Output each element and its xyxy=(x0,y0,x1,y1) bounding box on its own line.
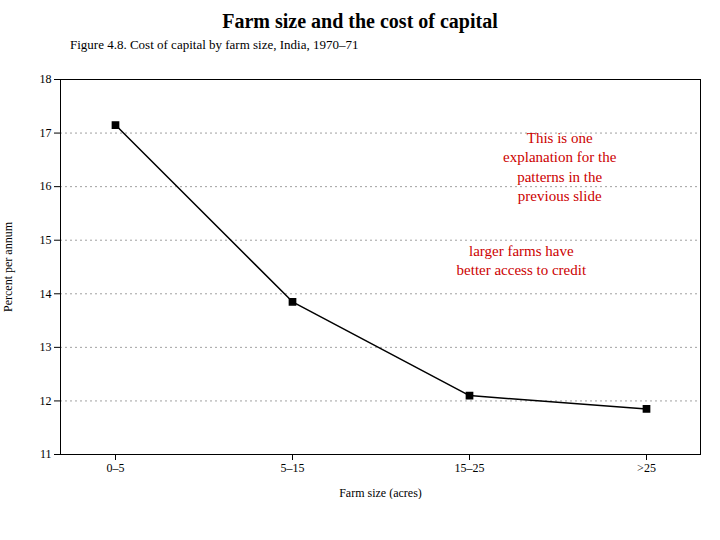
html-text:Farm size and the cost of capi: Farm size and the cost of capital xyxy=(222,10,498,32)
svg-text:13: 13 xyxy=(40,340,52,354)
svg-text:12: 12 xyxy=(40,394,52,408)
svg-text:15: 15 xyxy=(40,233,52,247)
svg-text:0–5: 0–5 xyxy=(107,461,125,475)
svg-text:18: 18 xyxy=(40,72,52,86)
svg-text:17: 17 xyxy=(40,126,52,140)
svg-text:This is oneexplanation for the: This is oneexplanation for thepatterns i… xyxy=(503,130,617,205)
html-text:Figure 4.8. Cost of capital by: Figure 4.8. Cost of capital by farm size… xyxy=(70,37,359,52)
svg-text:16: 16 xyxy=(40,179,52,193)
svg-text:5–15: 5–15 xyxy=(281,461,305,475)
svg-text:>25: >25 xyxy=(637,461,656,475)
svg-text:11: 11 xyxy=(40,447,52,461)
svg-text:Percent per annum: Percent per annum xyxy=(1,221,15,312)
svg-text:Farm size (acres): Farm size (acres) xyxy=(339,486,422,500)
svg-text:15–25: 15–25 xyxy=(455,461,485,475)
svg-text:14: 14 xyxy=(40,287,52,301)
svg-text:larger farms havebetter access: larger farms havebetter access to credit xyxy=(457,243,587,278)
